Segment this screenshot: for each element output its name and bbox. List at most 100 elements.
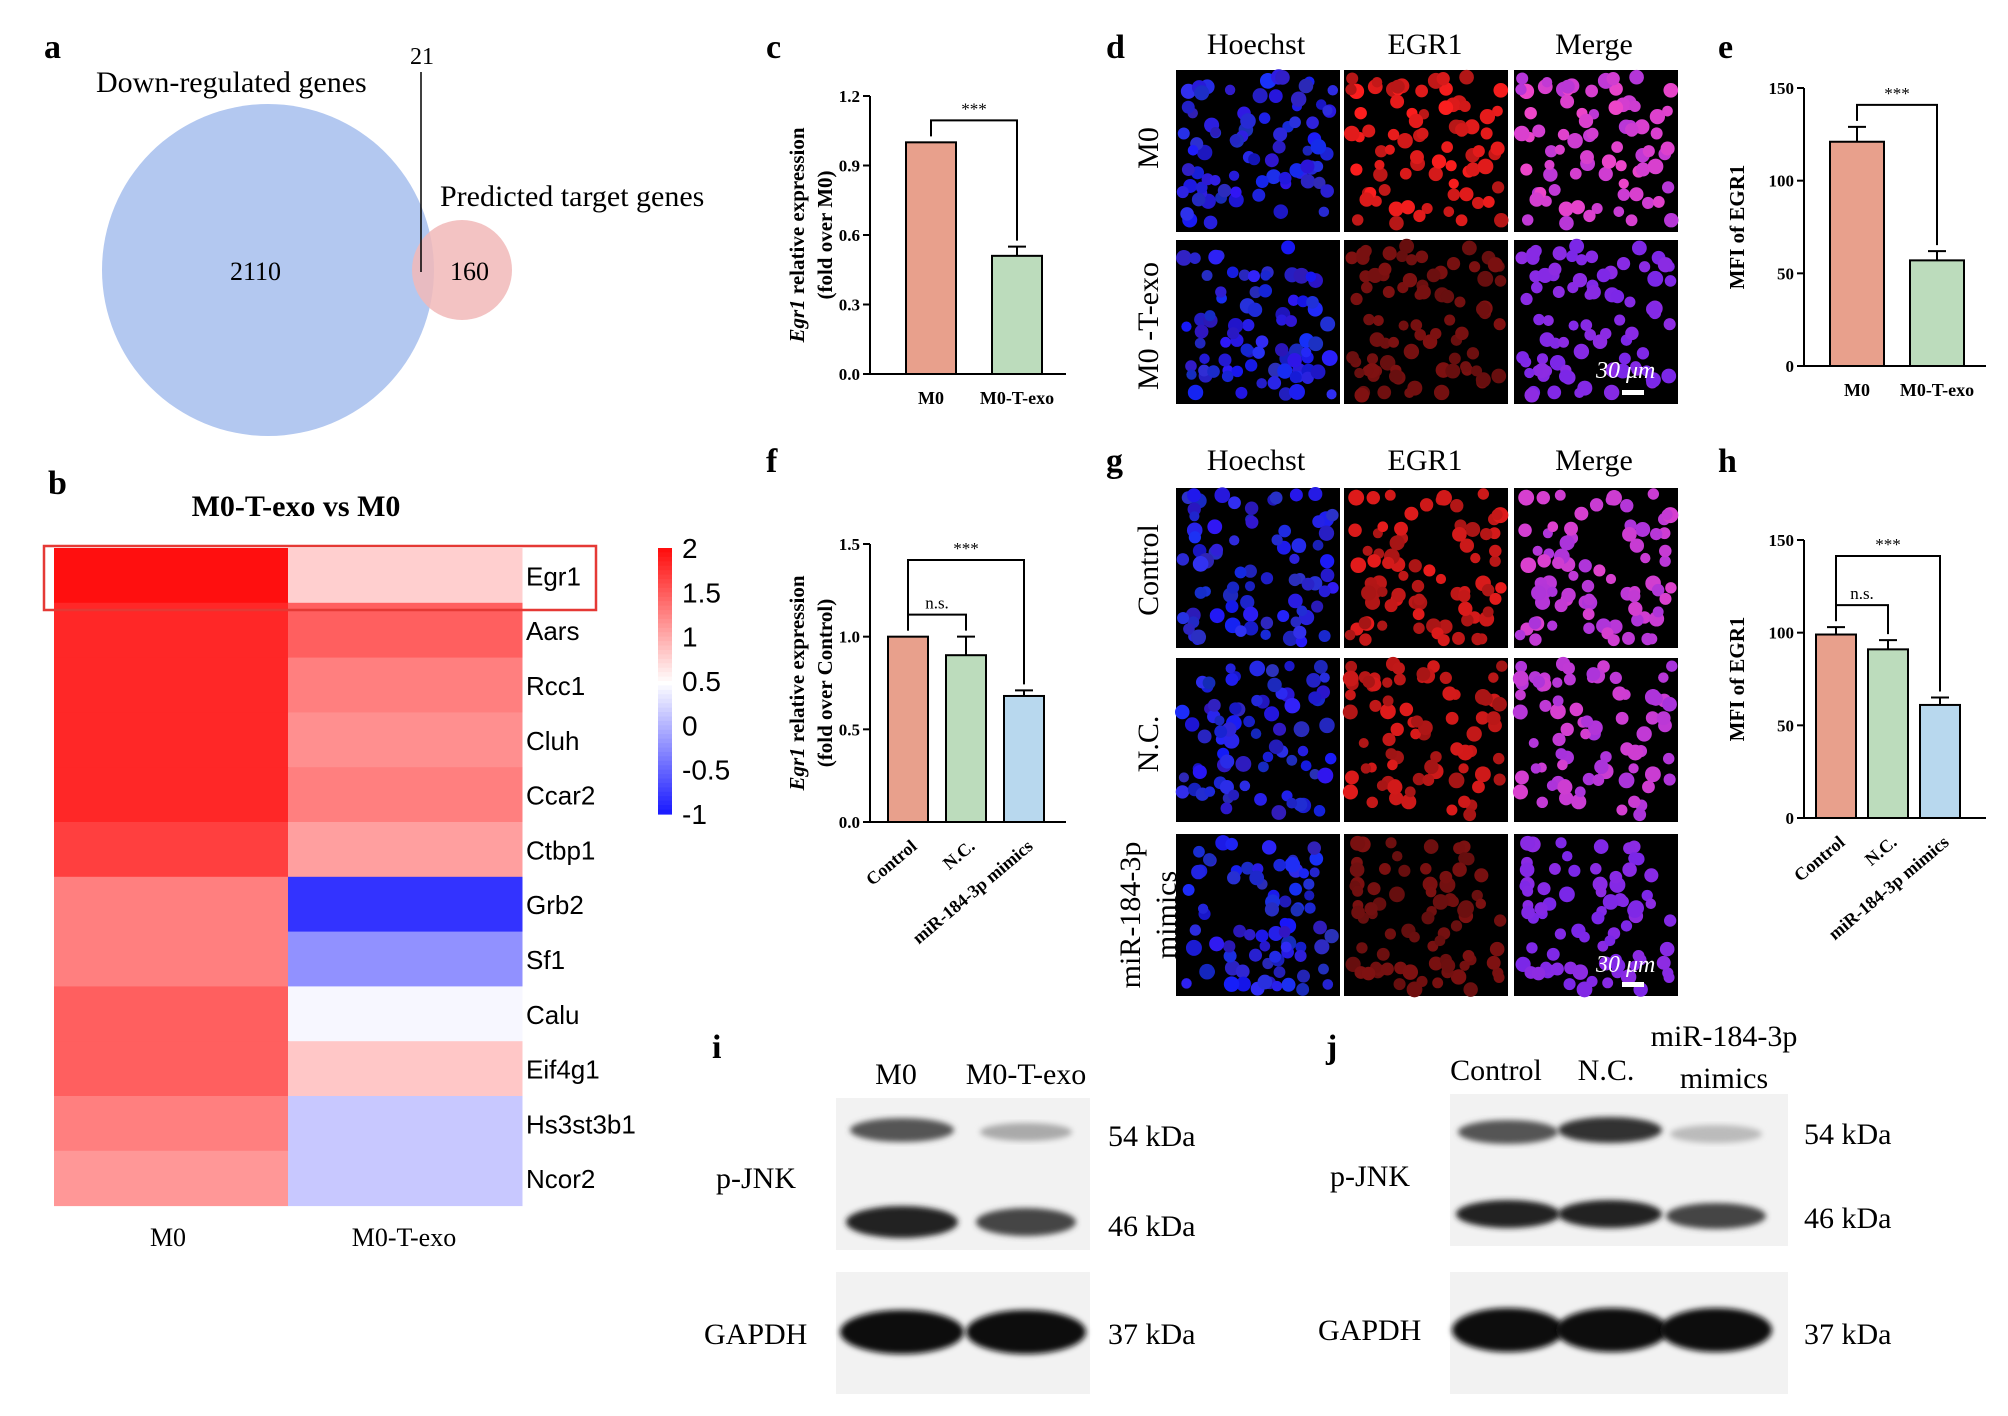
cell (1555, 748, 1567, 760)
cell (1182, 883, 1195, 896)
blot-j-band-54-control (1458, 1120, 1558, 1144)
cell (1629, 538, 1645, 553)
cell (1226, 266, 1239, 279)
cell (1245, 359, 1258, 372)
cell (1399, 702, 1414, 717)
cell (1350, 292, 1363, 306)
cell (1496, 660, 1508, 672)
cell (1362, 675, 1375, 689)
cell (1583, 622, 1595, 634)
blot-i-band-54-m0 (850, 1118, 954, 1142)
cell (1404, 506, 1419, 521)
cell (1516, 72, 1529, 85)
cell (1388, 201, 1404, 217)
cell (1344, 770, 1359, 785)
cell (1345, 660, 1358, 673)
y-axis-label: MFI of EGR1 (1725, 165, 1749, 290)
cell (1531, 966, 1546, 981)
cell (1359, 633, 1372, 646)
color-scale-segment (658, 570, 672, 576)
cell (1247, 270, 1260, 283)
cell (1348, 523, 1362, 537)
cell (1658, 672, 1669, 683)
cell (1664, 914, 1677, 927)
micrograph-hoechst (1176, 69, 1340, 232)
cell (1624, 296, 1636, 308)
micrograph-panel-d: Hoechst EGR1 Merge M0 M0 -T-exo 30 μm (1132, 28, 1679, 404)
cell (1615, 363, 1631, 379)
x-tick-label: Control (862, 836, 921, 890)
cell (1433, 384, 1450, 401)
cell (1490, 141, 1505, 156)
cell (1252, 346, 1265, 359)
cell (1646, 301, 1661, 317)
cell (1603, 384, 1620, 401)
blot-j-band-46-control (1456, 1200, 1560, 1228)
cell (1293, 625, 1307, 639)
blot-j-gapdh-nc (1556, 1308, 1668, 1352)
bar-chart-c: 0.0 0.3 0.6 0.9 1.2 Egr1 relative expression(… (785, 87, 1066, 408)
cell (1665, 582, 1677, 594)
cell (1306, 295, 1319, 309)
cell (1629, 100, 1641, 113)
cell (1233, 924, 1246, 938)
cell (1390, 722, 1404, 737)
cell (1268, 739, 1284, 755)
cell (1557, 779, 1573, 795)
cell (1548, 862, 1561, 875)
cell (1375, 145, 1388, 158)
cell (1288, 593, 1303, 609)
cell (1493, 82, 1509, 98)
color-scale-segment (658, 791, 672, 797)
cell (1266, 664, 1279, 677)
cell (1650, 527, 1663, 541)
y-axis-label-rest: relative expression (785, 575, 809, 747)
cell (1437, 634, 1450, 647)
micrograph-merge (1514, 488, 1679, 648)
cell (1550, 703, 1566, 720)
cell (1256, 378, 1267, 389)
y-axis-label: Egr1 relative expression (fold over M0) (785, 127, 837, 343)
cell (1489, 555, 1501, 567)
color-scale-segment (658, 720, 672, 726)
cell (1459, 960, 1470, 971)
cell (1367, 554, 1381, 568)
cell (1559, 215, 1574, 231)
venn-right-label: Predicted target genes (440, 180, 704, 213)
cell (1290, 91, 1307, 107)
cell (1494, 275, 1507, 287)
cell (1227, 327, 1240, 340)
bar-chart-e: 0 50 100 150 MFI of EGR1 M0 M0-T-exo *** (1725, 79, 1986, 400)
micrograph-merge (1513, 69, 1679, 232)
cell (1537, 882, 1551, 896)
cell (1560, 79, 1575, 94)
bar (1867, 648, 1909, 820)
panel-letter-b: b (48, 465, 67, 502)
color-scale-tick: 0 (682, 710, 698, 741)
micrograph-egr1 (1342, 656, 1508, 822)
panel-letter-g: g (1106, 443, 1123, 480)
cell (1410, 319, 1423, 331)
cell (1515, 660, 1528, 673)
cell (1264, 706, 1280, 722)
cell (1393, 978, 1406, 991)
cell (1326, 389, 1337, 400)
cell (1650, 127, 1663, 140)
cell (1663, 752, 1675, 765)
cell (1286, 754, 1298, 766)
cell (1230, 186, 1242, 198)
cell (1376, 780, 1388, 791)
cell (1235, 625, 1247, 637)
cell (1579, 931, 1590, 943)
cell (1445, 160, 1457, 172)
cell (1223, 732, 1240, 749)
cell (1409, 931, 1420, 943)
cell (1354, 387, 1370, 403)
cell (1488, 672, 1499, 683)
cell (1627, 589, 1641, 603)
cell (1592, 774, 1605, 786)
cell (1474, 868, 1489, 883)
y-tick-label: 50 (1777, 264, 1794, 283)
cell (1289, 488, 1303, 502)
cell (1247, 302, 1263, 318)
